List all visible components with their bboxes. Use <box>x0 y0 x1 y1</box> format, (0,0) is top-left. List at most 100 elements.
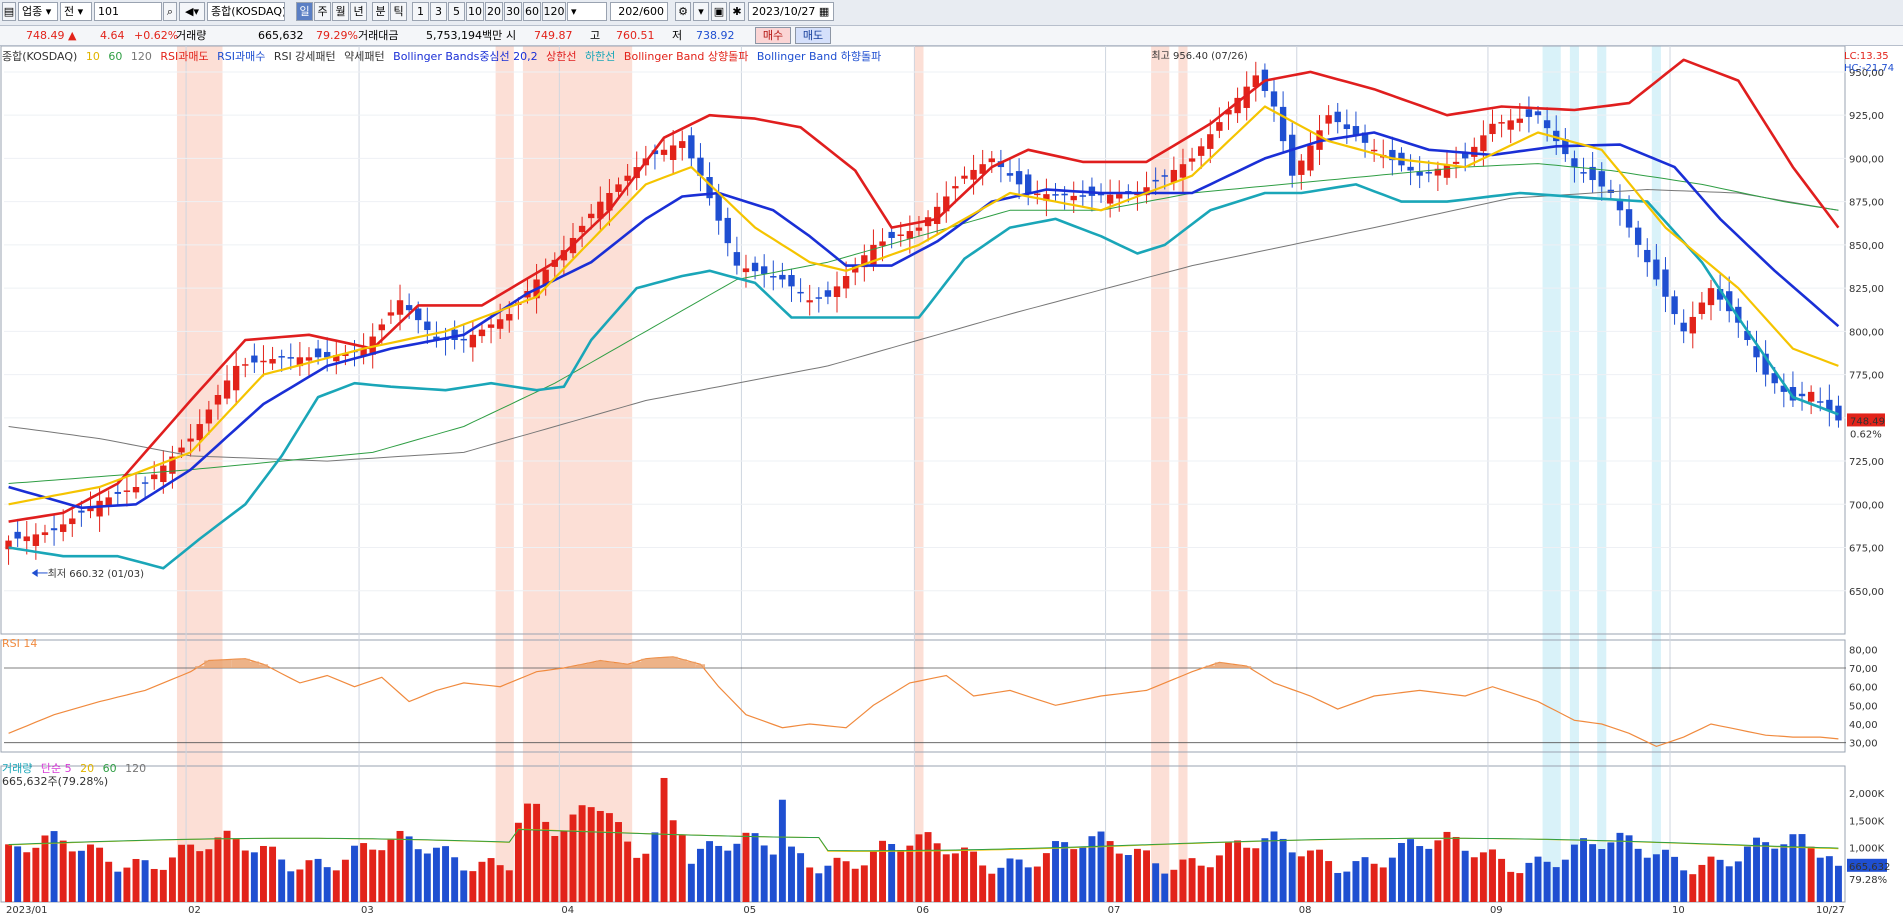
volume-bar <box>769 854 777 902</box>
legend-vol-ma120[interactable]: 120 <box>125 762 147 775</box>
tab-minute[interactable]: 분 <box>372 2 389 21</box>
candle <box>952 186 959 189</box>
legend-index-name[interactable]: 종합(KOSDAQ) <box>2 50 78 63</box>
hc-label: HC:-21.74 <box>1844 63 1895 74</box>
volume-bar <box>751 833 759 902</box>
gear-icon[interactable]: ✱ <box>729 2 745 21</box>
tab-day[interactable]: 일 <box>296 2 313 21</box>
volume-bar <box>59 840 67 902</box>
legend-vol-ma20[interactable]: 20 <box>80 762 95 775</box>
volume-bar <box>1097 831 1105 902</box>
volume-bar <box>478 861 486 902</box>
interval-5[interactable]: 5 <box>448 2 465 21</box>
volume-bar <box>660 777 668 902</box>
price-tick-label: 850,00 <box>1849 241 1884 252</box>
legend-ma10[interactable]: 10 <box>85 50 100 63</box>
tab-month[interactable]: 월 <box>332 2 349 21</box>
volume-bar <box>423 853 431 902</box>
candle <box>706 177 713 199</box>
tab-week[interactable]: 주 <box>314 2 331 21</box>
period-select[interactable]: 전 ▾ <box>60 2 92 21</box>
candle <box>214 394 222 405</box>
month-tick-label: 07 <box>1108 905 1121 916</box>
stock-chart[interactable]: 2023/01 02 03 04 05 06 07 08 09 10 10/27 650,00 675,… <box>0 46 1903 917</box>
candle <box>1352 126 1360 136</box>
search-icon[interactable]: ⌕ <box>163 2 177 21</box>
candle <box>387 312 395 316</box>
buy-button[interactable]: 매수 <box>755 27 791 44</box>
legend-vol-ma5[interactable]: 단순 5 <box>40 762 72 775</box>
market-select[interactable]: 업종 ▾ <box>18 2 58 21</box>
volume-bar <box>1734 861 1742 902</box>
code-input[interactable]: 101 <box>94 2 162 21</box>
candle <box>1798 393 1806 397</box>
tab-year[interactable]: 년 <box>350 2 367 21</box>
volume-bar <box>1106 841 1114 902</box>
chart-menu-icon[interactable]: ▤ <box>2 2 16 21</box>
last-price-tag <box>1847 413 1885 427</box>
settings-icon[interactable]: ⚙ <box>675 2 691 21</box>
interval-10[interactable]: 10 <box>466 2 484 21</box>
candle <box>187 438 194 442</box>
volume-bar <box>1507 871 1515 902</box>
interval-custom-select[interactable]: ▾ <box>567 2 607 21</box>
sell-button[interactable]: 매도 <box>795 27 831 44</box>
date-field[interactable]: 2023/10/27 ▦ <box>748 2 834 21</box>
volume-bar <box>1197 865 1205 902</box>
volume-bar <box>1589 844 1597 902</box>
legend-bb-upper[interactable]: 상한선 <box>546 50 577 63</box>
volume-bar <box>1698 864 1706 902</box>
candle <box>933 206 941 224</box>
legend-rsi-overbought[interactable]: RSI과매도 <box>160 50 209 63</box>
legend-volume[interactable]: 거래량 <box>2 762 33 775</box>
legend-vol-ma60[interactable]: 60 <box>102 762 117 775</box>
high-annotation: 최고 956.40 (07/26) <box>1151 50 1247 62</box>
volume-bar <box>1798 834 1806 902</box>
month-tick-label: 04 <box>561 905 574 916</box>
candle <box>697 157 704 176</box>
dropdown-icon[interactable]: ▾ <box>693 2 709 21</box>
interval-3[interactable]: 3 <box>430 2 447 21</box>
candle <box>1389 149 1396 161</box>
candle <box>1826 399 1833 411</box>
volume-bar <box>296 869 304 902</box>
interval-60[interactable]: 60 <box>523 2 541 21</box>
interval-1[interactable]: 1 <box>412 2 429 21</box>
bar-count-field[interactable]: 202/600 <box>610 2 668 21</box>
legend-ma60[interactable]: 60 <box>108 50 123 63</box>
candle <box>1116 194 1123 199</box>
tab-tick[interactable]: 틱 <box>390 2 407 21</box>
volume-bar <box>888 844 896 902</box>
volume-bar <box>1461 850 1469 902</box>
interval-120[interactable]: 120 <box>542 2 566 21</box>
rsi-tick-label: 40,00 <box>1849 720 1878 731</box>
save-icon[interactable]: ▣ <box>711 2 727 21</box>
candle <box>123 490 131 492</box>
last-price-tag-value: 748.49 <box>1850 416 1885 427</box>
candle <box>1270 91 1278 107</box>
candle <box>5 540 12 550</box>
legend-ma120[interactable]: 120 <box>130 50 152 63</box>
volume-bar <box>906 845 914 902</box>
legend-rsi-oversold[interactable]: RSI과매수 <box>217 50 266 63</box>
legend-bb-breakup[interactable]: Bollinger Band 상향돌파 <box>623 50 749 63</box>
volume-bar <box>1288 852 1296 902</box>
legend-bb-center[interactable]: Bollinger Bands중심선 20,2 <box>393 50 538 63</box>
candle <box>1480 135 1487 152</box>
legend-bb-breakdown[interactable]: Bollinger Band 하향돌파 <box>756 50 882 63</box>
legend-bb-lower[interactable]: 하한선 <box>585 50 616 63</box>
volume-tick-label: 2,000K <box>1849 789 1885 800</box>
legend-rsi-weak[interactable]: 약세패턴 <box>344 50 385 63</box>
volume-bar <box>1489 849 1496 902</box>
candle <box>624 175 631 181</box>
candle <box>260 360 267 363</box>
speaker-icon[interactable]: ◀▾ <box>179 2 205 21</box>
legend-rsi14[interactable]: RSI 14 <box>2 637 38 650</box>
legend-rsi-pattern[interactable]: RSI 강세패턴 <box>273 50 336 63</box>
volume-bar <box>706 841 714 902</box>
interval-20[interactable]: 20 <box>485 2 503 21</box>
candle <box>433 336 440 340</box>
volume-bar <box>1042 853 1050 902</box>
interval-30[interactable]: 30 <box>504 2 522 21</box>
volume-bar <box>733 843 741 902</box>
